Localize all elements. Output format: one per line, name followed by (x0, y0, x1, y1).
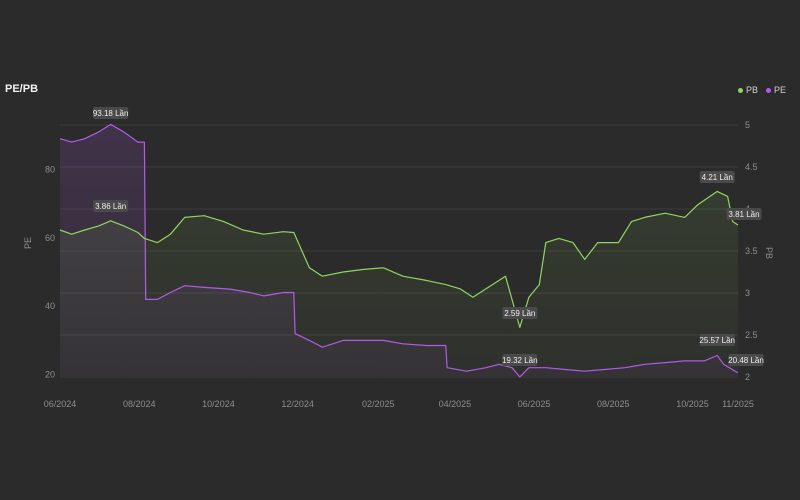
data-label-7: 3.81 Lần (726, 208, 762, 220)
y-right-tick-5: 4.5 (745, 162, 758, 172)
series-line-pb[interactable] (59, 190, 739, 328)
y-left-tick-2: 60 (45, 233, 55, 243)
data-label-3: 20.48 Lần (728, 354, 764, 366)
x-tick-6: 06/2025 (518, 399, 551, 409)
y-right-tick-6: 5 (745, 120, 750, 130)
chart-legend: PB PE (737, 85, 786, 95)
data-label-text-4: 3.86 Lần (95, 202, 126, 211)
data-label-bg-5 (502, 307, 538, 319)
axis-ticks: 2040608022.533.544.5506/202408/202410/20… (23, 120, 774, 409)
x-tick-7: 08/2025 (597, 399, 630, 409)
y-right-tick-2: 3 (745, 288, 750, 298)
data-label-text-7: 3.81 Lần (728, 210, 759, 219)
data-label-bg-7 (726, 208, 762, 220)
data-label-bg-0 (93, 107, 129, 119)
y-left-label: PE (23, 237, 33, 249)
data-label-bg-6 (699, 171, 735, 183)
x-tick-5: 04/2025 (439, 399, 472, 409)
y-right-tick-1: 2.5 (745, 330, 758, 340)
x-tick-8: 10/2025 (676, 399, 709, 409)
series-areas (60, 124, 738, 379)
data-label-0: 93.18 Lần (93, 107, 129, 119)
data-label-text-2: 25.57 Lần (699, 336, 735, 345)
x-tick-9: 11/2025 (722, 399, 754, 409)
data-label-4: 3.86 Lần (93, 200, 129, 212)
legend-dot-pe (765, 87, 771, 93)
legend-label-pb: PB (745, 85, 758, 95)
data-label-5: 2.59 Lần (502, 307, 538, 319)
legend-item-pb[interactable]: PB (737, 85, 758, 95)
data-label-bg-1 (502, 354, 538, 366)
y-right-tick-3: 3.5 (745, 246, 758, 256)
data-label-text-3: 20.48 Lần (728, 356, 764, 365)
chart-title: PE/PB (5, 83, 39, 95)
data-label-text-6: 4.21 Lần (702, 173, 733, 182)
x-tick-1: 08/2024 (123, 399, 156, 409)
series-line-pe[interactable] (59, 123, 739, 378)
series-lines (59, 123, 739, 378)
x-tick-4: 02/2025 (362, 399, 395, 409)
data-label-bg-4 (93, 200, 129, 212)
data-label-text-0: 93.18 Lần (93, 109, 129, 118)
x-tick-2: 10/2024 (202, 399, 235, 409)
data-labels: 93.18 Lần 19.32 Lần 25.57 Lần 20.48 Lần 3.86… (93, 107, 764, 366)
y-left-tick-0: 20 (45, 370, 55, 380)
legend-item-pe[interactable]: PE (765, 85, 786, 95)
area-pb (60, 191, 738, 378)
data-label-1: 19.32 Lần (502, 354, 538, 366)
data-label-6: 4.21 Lần (699, 171, 735, 183)
y-left-tick-1: 40 (45, 301, 55, 311)
data-label-bg-2 (699, 334, 735, 346)
y-right-tick-0: 2 (745, 372, 750, 382)
x-tick-0: 06/2024 (44, 399, 77, 409)
x-tick-3: 12/2024 (281, 399, 314, 409)
legend-label-pe: PE (773, 85, 786, 95)
data-label-text-1: 19.32 Lần (502, 356, 538, 365)
data-label-bg-3 (728, 354, 764, 366)
legend-dot-pb (737, 87, 743, 93)
y-right-label: PB (764, 247, 774, 259)
y-left-tick-3: 80 (45, 164, 55, 174)
data-label-text-5: 2.59 Lần (504, 309, 535, 318)
data-label-2: 25.57 Lần (699, 334, 735, 346)
